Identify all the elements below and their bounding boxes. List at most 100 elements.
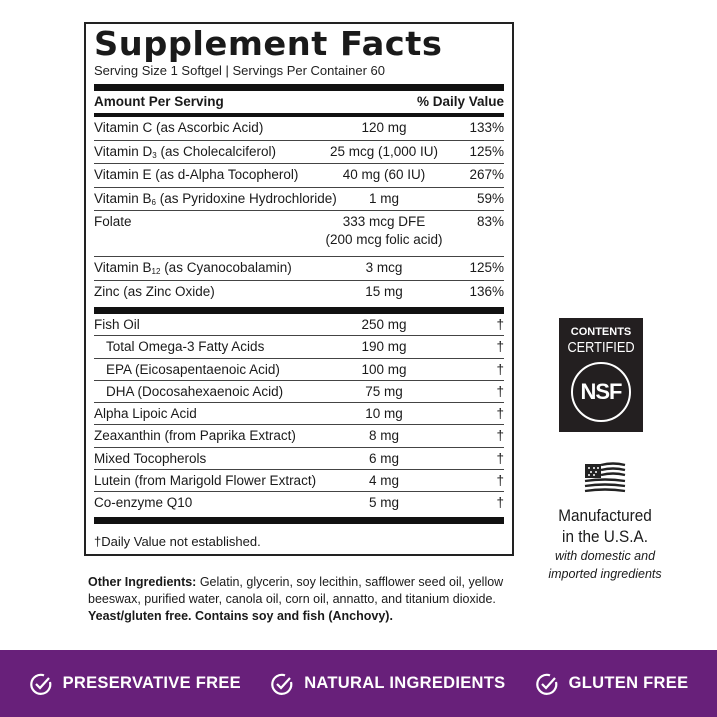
amount-text: 25 mcg (1,000 IU)	[329, 143, 439, 159]
nutrient-name: Total Omega-3 Fatty Acids	[106, 336, 264, 358]
nutrient-name-text: Folate	[94, 214, 132, 229]
daily-value: †	[496, 428, 504, 444]
dv-header: % Daily Value	[416, 94, 504, 109]
nutrient-row: Mixed Tocopherols 6 mg †	[94, 448, 504, 471]
nutrient-row: Lutein (from Marigold Flower Extract) 4 m…	[94, 470, 504, 493]
nutrient-name: Vitamin B12 (as Cyanocobalamin)	[94, 257, 292, 281]
nutrient-row: Vitamin D3 (as Cholecalciferol) 25 mcg (1…	[94, 141, 504, 164]
nsf-logo: NSF	[571, 362, 631, 422]
other-ingredients: Other Ingredients: Gelatin, glycerin, so…	[88, 574, 528, 625]
nsf-line2: CERTIFIED	[567, 339, 635, 356]
nutrient-amount: 1 mg	[284, 190, 484, 208]
amount-text: 120 mg	[361, 120, 407, 135]
nutrient-name: Lutein (from Marigold Flower Extract)	[94, 470, 316, 492]
nutrient-row: Zinc (as Zinc Oxide) 15 mg 136%	[94, 281, 504, 305]
nsf-certified-badge: CONTENTS CERTIFIED NSF	[559, 318, 643, 432]
amount-text: 10 mg	[365, 406, 403, 422]
amount-text: 100 mg	[361, 361, 407, 377]
usa-line1: Manufactured	[558, 506, 652, 525]
other-rows: Fish Oil 250 mg † Total Omega-3 Fatty Acids…	[94, 314, 504, 515]
daily-value: †	[496, 339, 504, 355]
daily-value: †	[496, 495, 504, 511]
daily-value: 133%	[469, 120, 504, 135]
nutrient-amount: 15 mg	[284, 283, 484, 301]
nutrient-amount: 120 mg	[284, 119, 484, 137]
nutrient-name: Folate	[94, 211, 132, 233]
nutrient-name-suffix: (as Cholecalciferol)	[156, 143, 277, 159]
check-circle-icon	[29, 673, 51, 695]
amount-text: 333 mcg DFE	[342, 214, 426, 229]
nutrient-name: Vitamin B6 (as Pyridoxine Hydrochloride)	[94, 188, 337, 212]
nutrient-row: EPA (Eicosapentaenoic Acid) 100 mg †	[94, 359, 504, 381]
usa-note2: imported ingredients	[548, 567, 662, 581]
serving-info: Serving Size 1 Softgel | Servings Per Co…	[94, 63, 385, 78]
amount-text: 3 mcg	[365, 260, 403, 275]
allergen-note: Yeast/gluten free. Contains soy and fish…	[88, 609, 393, 623]
nsf-line1: CONTENTS	[570, 326, 632, 338]
amount-text: 250 mg	[361, 317, 407, 332]
divider	[94, 307, 504, 314]
nutrient-name: Vitamin C (as Ascorbic Acid)	[94, 117, 263, 139]
nutrient-subscript: 3	[152, 150, 157, 160]
daily-value: †	[496, 406, 504, 422]
daily-value: 267%	[469, 167, 504, 182]
us-flag-icon	[584, 462, 626, 493]
usa-line2: in the U.S.A.	[562, 527, 648, 546]
amount-text: 4 mg	[368, 473, 399, 489]
nutrient-name: Zinc (as Zinc Oxide)	[94, 281, 215, 303]
daily-value: †	[496, 383, 504, 399]
amount-header: Amount Per Serving	[94, 94, 224, 109]
panel-title: Supplement Facts	[94, 24, 443, 63]
daily-value: 125%	[469, 143, 504, 159]
amount-text: 190 mg	[361, 339, 407, 355]
nutrient-amount: 100 mg	[284, 361, 484, 379]
nutrient-amount: 6 mg	[284, 450, 484, 468]
nutrient-amount: 25 mcg (1,000 IU)	[284, 143, 484, 161]
nutrient-subscript: 6	[151, 197, 156, 207]
amount-text: 1 mg	[368, 190, 399, 206]
vitamin-rows: Vitamin C (as Ascorbic Acid) 120 mg 133% Vi…	[94, 117, 504, 304]
nutrient-amount: 10 mg	[284, 405, 484, 423]
nutrient-name-text: Alpha Lipoic Acid	[94, 406, 197, 422]
daily-value: †	[496, 450, 504, 466]
nutrient-row: Folate 333 mcg DFE (200 mcg folic acid) 83%	[94, 211, 504, 257]
nutrient-amount: 40 mg (60 IU)	[284, 166, 484, 184]
amount-text: 5 mg	[368, 495, 399, 511]
nutrient-name-text: Vitamin C (as Ascorbic Acid)	[94, 120, 264, 135]
nutrient-amount: 5 mg	[284, 494, 484, 512]
made-in-usa: Manufactured in the U.S.A. with domestic…	[540, 462, 670, 583]
nutrient-subscript: 12	[151, 267, 161, 276]
badge-label: PRESERVATIVE FREE	[62, 674, 241, 692]
nutrient-name-text: Total Omega-3 Fatty Acids	[106, 339, 265, 355]
nutrient-row: DHA (Docosahexaenoic Acid) 75 mg †	[94, 381, 504, 404]
nutrient-name-text: Mixed Tocopherols	[94, 450, 207, 466]
nutrient-name-text: EPA (Eicosapentaenoic Acid)	[106, 361, 280, 377]
nutrient-name-suffix: (as Pyridoxine Hydrochloride)	[155, 190, 337, 206]
nutrient-amount: 75 mg	[284, 383, 484, 401]
nutrient-name-text: Lutein (from Marigold Flower Extract)	[94, 473, 317, 489]
amount-text: 40 mg (60 IU)	[342, 167, 426, 182]
divider	[94, 516, 504, 524]
nutrient-amount: 190 mg	[284, 338, 484, 356]
nutrient-amount: 250 mg	[284, 316, 484, 334]
nutrient-name: Vitamin E (as d-Alpha Tocopherol)	[94, 164, 298, 186]
nutrient-row: Zeaxanthin (from Paprika Extract) 8 mg †	[94, 425, 504, 448]
nutrient-row: Co-enzyme Q10 5 mg †	[94, 492, 504, 514]
nutrient-name: Fish Oil	[94, 314, 140, 336]
nutrient-row: Fish Oil 250 mg †	[94, 314, 504, 337]
footnote: †Daily Value not established.	[94, 533, 261, 549]
badge-preservative-free: PRESERVATIVE FREE	[29, 672, 241, 696]
nutrient-amount: 8 mg	[284, 427, 484, 445]
amount-text: 15 mg	[365, 283, 403, 299]
nutrient-row: Vitamin C (as Ascorbic Acid) 120 mg 133%	[94, 117, 504, 141]
nutrient-name: Zeaxanthin (from Paprika Extract)	[94, 425, 296, 447]
nutrient-name-text: Vitamin B	[94, 190, 152, 206]
check-circle-icon	[535, 673, 558, 695]
divider	[94, 113, 504, 117]
nutrient-amount: 4 mg	[284, 472, 484, 490]
nutrient-name-text: Vitamin E (as d-Alpha Tocopherol)	[94, 167, 299, 182]
ingredients-text: Gelatin, glycerin, soy lecithin, safflow…	[88, 575, 504, 606]
nutrient-name-text: Vitamin B	[94, 260, 152, 275]
daily-value: 125%	[469, 260, 504, 275]
nutrient-name-text: DHA (Docosahexaenoic Acid)	[106, 383, 284, 399]
